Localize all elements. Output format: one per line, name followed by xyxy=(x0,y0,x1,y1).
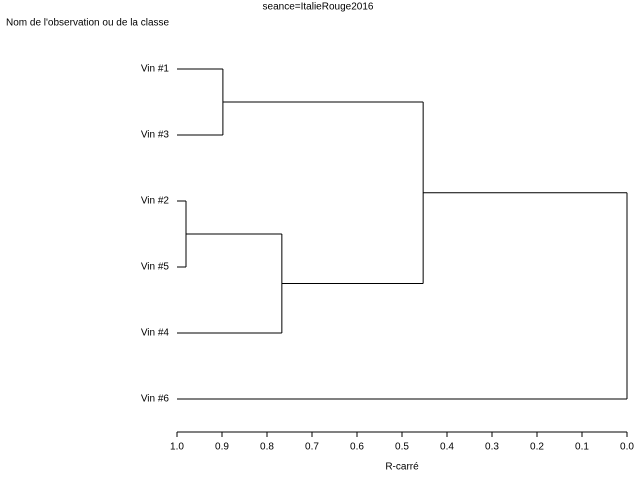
x-tick-label: 1.0 xyxy=(170,442,184,453)
chart-title: seance=ItalieRouge2016 xyxy=(263,2,374,13)
x-tick-label: 0.5 xyxy=(395,442,409,453)
x-tick-label: 0.1 xyxy=(575,442,589,453)
leaf-label: Vin #4 xyxy=(141,328,170,339)
x-tick-label: 0.8 xyxy=(260,442,274,453)
leaf-label: Vin #3 xyxy=(141,130,170,141)
x-tick-label: 0.0 xyxy=(620,442,634,453)
leaf-label: Vin #6 xyxy=(141,394,170,405)
x-tick-label: 0.4 xyxy=(440,442,454,453)
x-tick-label: 0.6 xyxy=(350,442,364,453)
leaf-label: Vin #1 xyxy=(141,64,170,75)
leaf-label: Vin #2 xyxy=(141,196,170,207)
x-tick-label: 0.9 xyxy=(215,442,229,453)
x-tick-label: 0.2 xyxy=(530,442,544,453)
x-tick-label: 0.3 xyxy=(485,442,499,453)
x-axis-label: R-carré xyxy=(385,462,419,473)
leaf-label: Vin #5 xyxy=(141,262,170,273)
x-tick-label: 0.7 xyxy=(305,442,319,453)
y-axis-label: Nom de l'observation ou de la classe xyxy=(6,18,170,29)
